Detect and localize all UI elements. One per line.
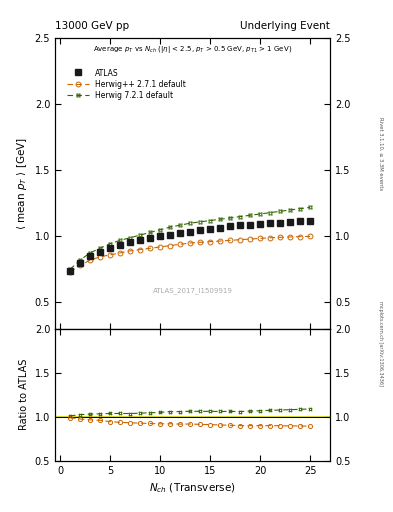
Legend: ATLAS, Herwig++ 2.7.1 default, Herwig 7.2.1 default: ATLAS, Herwig++ 2.7.1 default, Herwig 7.… bbox=[64, 66, 189, 103]
X-axis label: $N_{ch}$ (Transverse): $N_{ch}$ (Transverse) bbox=[149, 481, 236, 495]
Text: ATLAS_2017_I1509919: ATLAS_2017_I1509919 bbox=[152, 288, 233, 294]
Text: mcplots.cern.ch [arXiv:1306.3436]: mcplots.cern.ch [arXiv:1306.3436] bbox=[378, 301, 383, 386]
Text: Underlying Event: Underlying Event bbox=[240, 20, 330, 31]
Text: Average $p_T$ vs $N_{ch}$ ($|\eta|$ < 2.5, $p_T$ > 0.5 GeV, $p_{T1}$ > 1 GeV): Average $p_T$ vs $N_{ch}$ ($|\eta|$ < 2.… bbox=[93, 44, 292, 55]
Y-axis label: Ratio to ATLAS: Ratio to ATLAS bbox=[19, 359, 29, 431]
Y-axis label: $\langle$ mean $p_T$ $\rangle$ [GeV]: $\langle$ mean $p_T$ $\rangle$ [GeV] bbox=[15, 137, 29, 230]
Text: Rivet 3.1.10, ≥ 3.3M events: Rivet 3.1.10, ≥ 3.3M events bbox=[378, 117, 383, 190]
Text: 13000 GeV pp: 13000 GeV pp bbox=[55, 20, 129, 31]
